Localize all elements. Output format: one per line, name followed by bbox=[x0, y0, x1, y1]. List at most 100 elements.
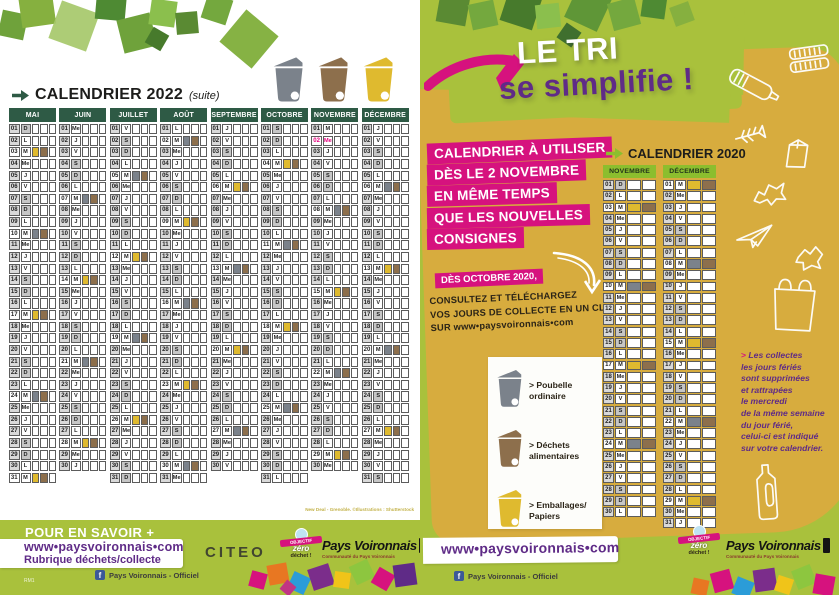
day-row: 01 Me bbox=[59, 124, 107, 135]
day-row: 26 Me bbox=[260, 414, 308, 425]
collection-slot bbox=[333, 124, 342, 135]
collection-slot bbox=[233, 147, 241, 158]
day-letter: S bbox=[121, 135, 132, 146]
day-letter: J bbox=[675, 281, 686, 292]
day-row: 24 J bbox=[663, 439, 716, 450]
day-row: 04 V bbox=[663, 213, 716, 224]
day-letter: Me bbox=[272, 333, 283, 344]
collection-slot bbox=[31, 414, 39, 425]
collection-slot bbox=[350, 275, 359, 286]
collection-slot bbox=[392, 472, 401, 483]
collection-slot bbox=[350, 403, 359, 414]
month-header: NOVEMBRE bbox=[603, 165, 656, 178]
day-number: 26 bbox=[361, 414, 373, 425]
day-number: 16 bbox=[603, 349, 614, 360]
day-number: 15 bbox=[663, 337, 674, 348]
collection-slot bbox=[342, 321, 350, 332]
collection-slot bbox=[241, 251, 250, 263]
day-row: 17 S bbox=[361, 310, 409, 321]
day-row: 08 M bbox=[311, 205, 359, 216]
collection-slot bbox=[182, 205, 191, 216]
day-row: 25 J bbox=[160, 403, 208, 414]
collection-slot bbox=[392, 205, 401, 216]
collection-slot bbox=[140, 193, 149, 204]
day-letter: Me bbox=[322, 298, 333, 309]
day-number: 19 bbox=[109, 333, 121, 344]
emballages-square bbox=[31, 147, 39, 158]
collection-slot bbox=[81, 135, 90, 146]
day-row: 14 J bbox=[109, 275, 157, 286]
collection-slot bbox=[149, 310, 157, 321]
collection-slot bbox=[350, 344, 359, 356]
day-row: 03 M bbox=[9, 147, 56, 158]
day-number: 24 bbox=[603, 439, 614, 450]
collection-slot bbox=[392, 449, 401, 460]
collection-slot bbox=[702, 507, 716, 518]
collection-slot bbox=[687, 236, 701, 247]
collection-slot bbox=[81, 124, 90, 135]
day-letter: V bbox=[675, 371, 686, 382]
collection-slot bbox=[333, 158, 342, 170]
day-row: 20 V bbox=[603, 394, 656, 405]
day-letter: Me bbox=[70, 449, 81, 460]
day-row: 03 J bbox=[311, 147, 359, 158]
day-letter: D bbox=[171, 193, 182, 204]
day-number: 03 bbox=[59, 147, 70, 158]
month-column: DÉCEMBRE 01 M 02 Me 03 J 04 V 05 S 06 D 07 L 08 M 09 Me 10 J… bbox=[663, 165, 716, 530]
day-row: 29 S bbox=[260, 449, 308, 460]
collection-slot bbox=[81, 461, 90, 472]
day-number: 19 bbox=[361, 333, 373, 344]
collection-slot bbox=[90, 182, 98, 193]
day-row: 28 Me bbox=[361, 437, 409, 449]
day-letter: Me bbox=[121, 263, 132, 274]
day-row: 02 V bbox=[210, 135, 258, 146]
collection-slot bbox=[140, 263, 149, 274]
page-title-suffix: (suite) bbox=[188, 90, 220, 102]
day-row: 09 D bbox=[260, 217, 308, 228]
collection-slot bbox=[392, 310, 401, 321]
day-row: 02 L bbox=[603, 191, 656, 202]
alimentaires-square bbox=[642, 202, 656, 213]
day-row: 11 V bbox=[311, 240, 359, 251]
legend-item: > Déchets alimentaires bbox=[495, 427, 598, 474]
collection-slot bbox=[81, 310, 90, 321]
collection-slot bbox=[48, 251, 56, 263]
collection-slot bbox=[182, 437, 191, 449]
day-number: 16 bbox=[160, 298, 171, 309]
day-number: 06 bbox=[260, 182, 272, 193]
day-number: 06 bbox=[59, 182, 70, 193]
collection-slot bbox=[191, 286, 199, 297]
day-number: 23 bbox=[160, 379, 171, 390]
legend-label: > Emballages/ Papiers bbox=[529, 500, 587, 521]
collection-slot bbox=[98, 461, 107, 472]
day-letter: M bbox=[171, 135, 182, 146]
collection-slot bbox=[98, 147, 107, 158]
collection-slot bbox=[149, 403, 157, 414]
collection-slot bbox=[90, 414, 98, 425]
day-letter: M bbox=[675, 337, 686, 348]
day-letter: J bbox=[675, 518, 686, 529]
collection-slot bbox=[182, 310, 191, 321]
collection-slot bbox=[48, 217, 56, 228]
day-letter: Me bbox=[373, 275, 384, 286]
day-row: 26 J bbox=[603, 462, 656, 472]
day-row: 16 D bbox=[260, 298, 308, 309]
day-row: 13 M bbox=[210, 263, 258, 274]
collection-slot bbox=[642, 180, 656, 190]
pays-voironnais-name: Pays Voironnais bbox=[322, 538, 420, 553]
day-number: 21 bbox=[210, 356, 222, 367]
day-number: 30 bbox=[663, 507, 674, 518]
day-number: 17 bbox=[603, 360, 614, 371]
day-row: 26 S bbox=[311, 414, 359, 425]
collection-slot bbox=[140, 403, 149, 414]
collection-slot bbox=[291, 251, 300, 263]
day-number: 13 bbox=[160, 263, 171, 274]
day-number: 06 bbox=[160, 182, 171, 193]
day-letter: V bbox=[222, 217, 233, 228]
day-number: 03 bbox=[160, 147, 171, 158]
collection-slot bbox=[81, 426, 90, 437]
collection-slot bbox=[233, 251, 241, 263]
collection-slot bbox=[199, 437, 208, 449]
day-letter: Me bbox=[272, 251, 283, 263]
day-number: 25 bbox=[361, 403, 373, 414]
